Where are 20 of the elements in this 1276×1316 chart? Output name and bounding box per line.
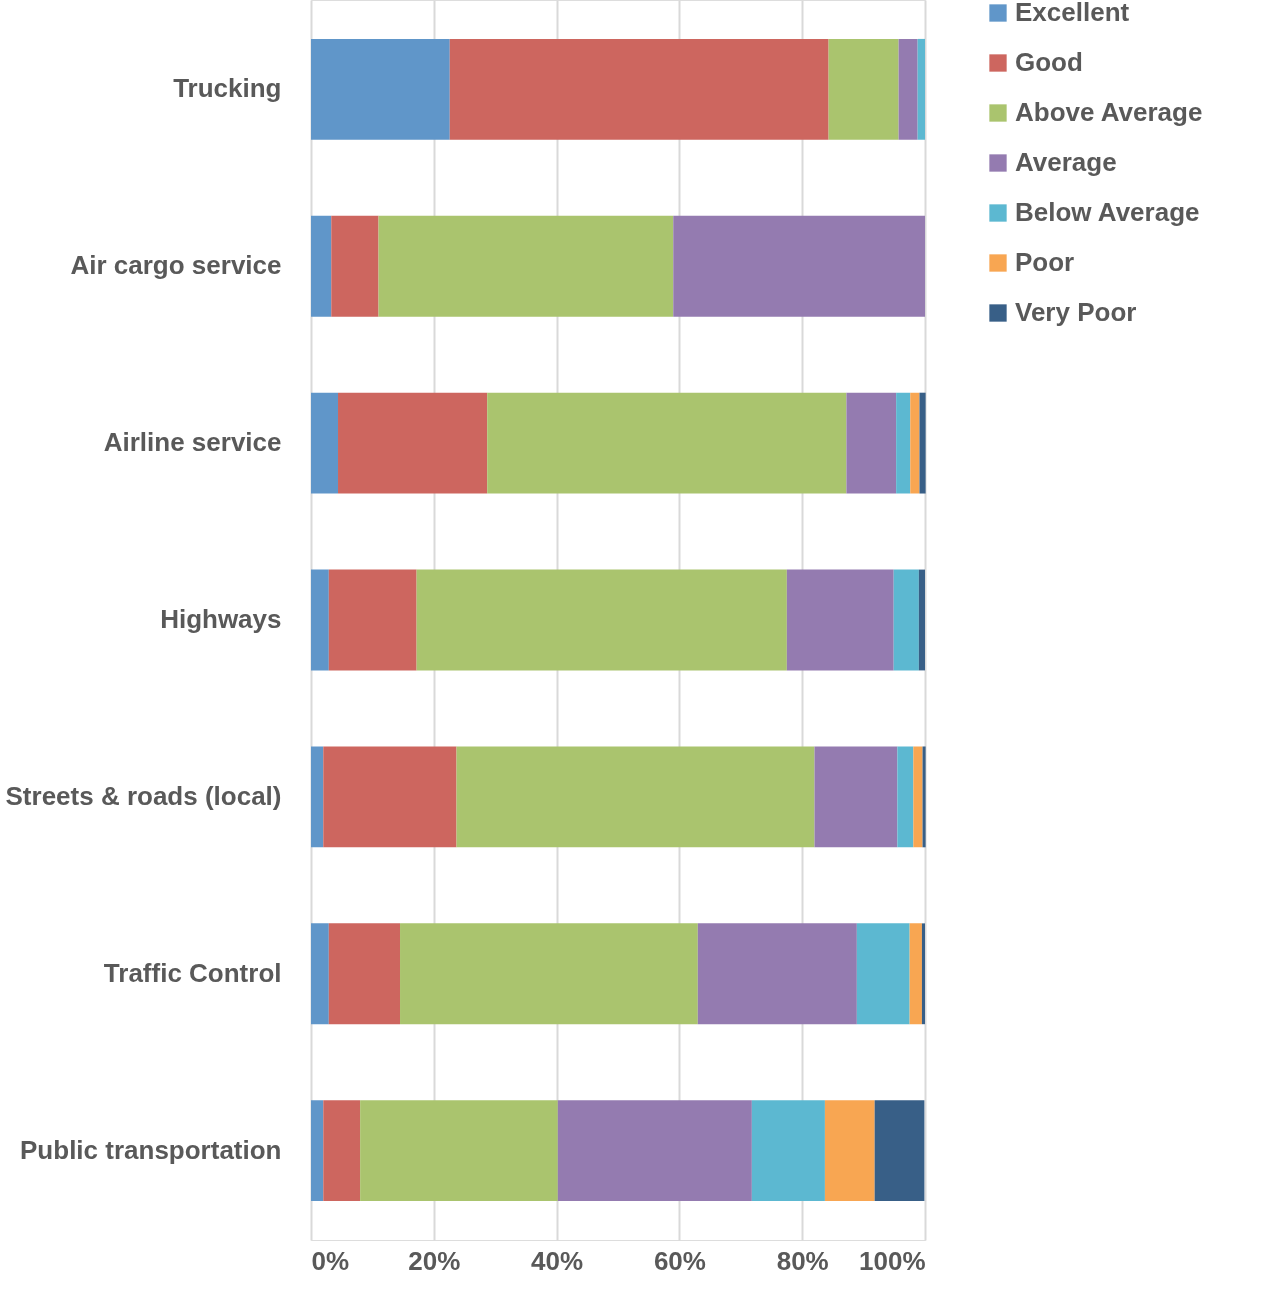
legend-label: Good <box>1015 47 1083 77</box>
y-tick-label: Air cargo service <box>70 250 282 281</box>
legend-label: Below Average <box>1015 197 1200 227</box>
y-tick-label: Streets & roads (local) <box>5 780 282 811</box>
x-tick-label: 80% <box>776 1245 829 1276</box>
x-tick-label: 20% <box>408 1245 461 1276</box>
y-tick-label: Public transportation <box>20 1134 282 1165</box>
x-tick-label: 60% <box>653 1245 706 1276</box>
y-tick-label: Highways <box>160 604 282 634</box>
y-tick-label: Airline service <box>103 427 282 458</box>
legend-label: Poor <box>1015 247 1075 277</box>
legend-label: Very Poor <box>1015 297 1137 327</box>
legend-label: Average <box>1015 147 1117 177</box>
x-tick-label: 40% <box>531 1245 584 1276</box>
legend-label: Excellent <box>1015 0 1130 27</box>
y-tick-label: Trucking <box>173 73 282 104</box>
y-tick-label: Traffic Control <box>103 957 282 988</box>
x-tick-label: 0% <box>311 1245 350 1276</box>
x-tick-label: 100% <box>859 1245 926 1276</box>
legend-label: Above Average <box>1015 97 1203 127</box>
